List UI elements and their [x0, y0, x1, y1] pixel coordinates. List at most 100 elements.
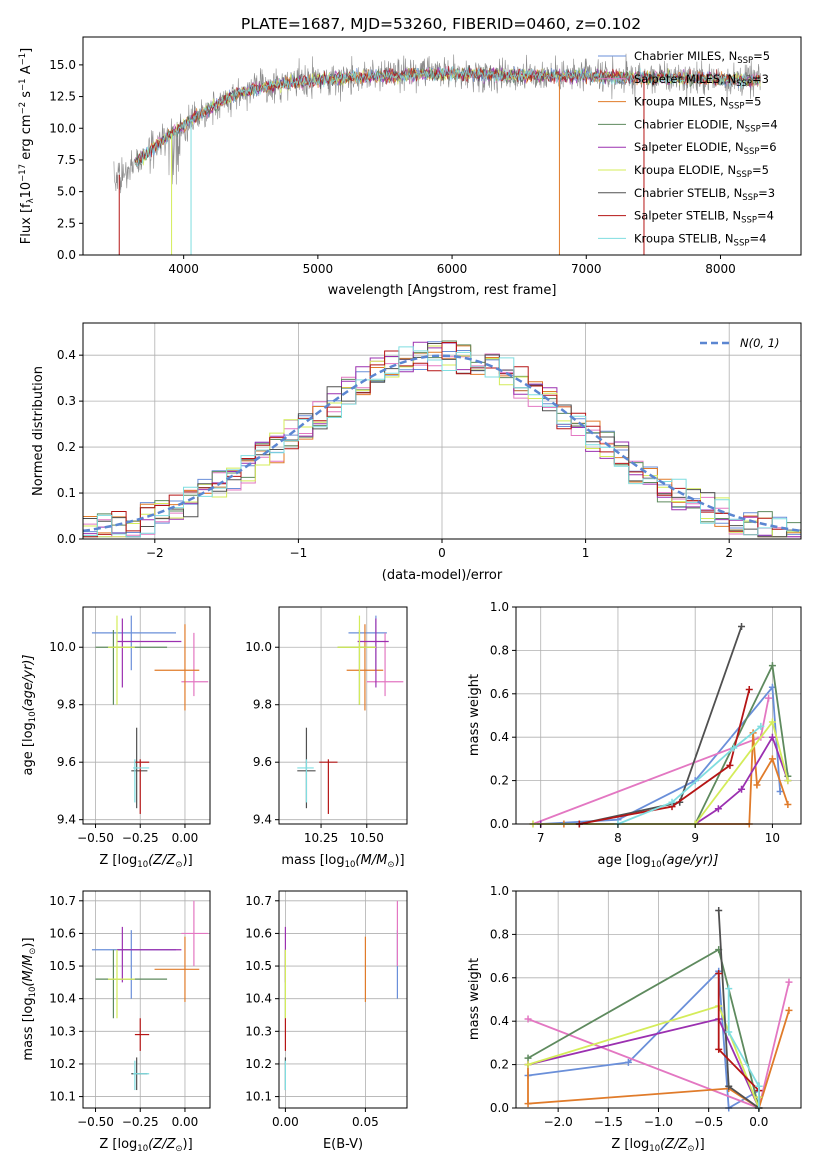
y-tick-label: 0.4	[490, 730, 509, 744]
legend-label-kroupa_miles: Kroupa MILES, NSSP=5	[634, 95, 761, 112]
y-tick-label: 0.4	[490, 1014, 509, 1028]
y-tick-label: 0.8	[490, 927, 509, 941]
x-tick-label: 0.00	[272, 1115, 299, 1129]
x-tick-label: −2	[146, 546, 164, 560]
x-tick-label: −0.25	[122, 831, 159, 845]
weight-vs-age-lines	[529, 623, 792, 828]
weight-vs-metallicity-panel: −2.0 −1.5 −1.0 −0.5 0.0 0.0 0.2 0.4 0.6 0.8 1.0 Z …	[467, 884, 802, 1154]
weight-marker-salpeter_miles	[524, 1015, 532, 1023]
weight-line-salpeter_miles	[532, 697, 770, 825]
y-tick-label: 1.0	[490, 600, 509, 614]
y-tick-label: 1.0	[490, 884, 509, 898]
weight-marker-chabrier_miles	[624, 1058, 632, 1066]
x-tick-label: −0.50	[77, 1115, 114, 1129]
x-tick-label: 10.25	[304, 831, 338, 845]
spectrum-frame	[82, 36, 802, 256]
y-tick-label: 0.2	[490, 1058, 509, 1072]
weight-marker-salpeter_stelib	[745, 685, 753, 693]
x-tick-label: 0	[438, 546, 446, 560]
weight-marker-salpeter_miles	[765, 694, 773, 702]
weight-vs-age-xlabel: age [log10(age/yr)]	[598, 853, 719, 870]
y-tick-label: 0.6	[490, 971, 509, 985]
y-tick-label: 10.3	[245, 1024, 272, 1038]
residual-histograms	[82, 340, 802, 538]
weight-vs-age-panel: 7 8 9 10 0.0 0.2 0.4 0.6 0.8 1.0 age [log10(age/y…	[467, 600, 802, 870]
mass-vs-metallicity-xlabel: Z [log10(Z/Z⊙)]	[99, 1137, 192, 1154]
x-tick-label: 7000	[571, 262, 602, 276]
y-tick-label: 10.3	[49, 1024, 76, 1038]
y-tick-label: 10.0	[245, 640, 272, 654]
legend-label-salpeter_stelib: Salpeter STELIB, NSSP=4	[634, 209, 774, 226]
y-tick-label: 12.5	[49, 90, 76, 104]
figure-title: PLATE=1687, MJD=53260, FIBERID=0460, z=0…	[241, 15, 641, 33]
age-vs-mass-xlabel: mass [log10(M/M⊙)]	[281, 853, 404, 870]
x-tick-label: 10.50	[350, 831, 384, 845]
y-tick-label: 10.7	[49, 894, 76, 908]
y-tick-label: 0.2	[57, 440, 76, 454]
weight-marker-kroupa_miles	[768, 755, 776, 763]
x-tick-label: 8	[614, 831, 622, 845]
x-tick-label: −1.5	[594, 1115, 623, 1129]
weight-marker-chabrier_stelib	[715, 907, 723, 915]
normal-curve	[82, 354, 802, 533]
y-tick-label: 0.8	[490, 643, 509, 657]
spectrum-ticks: 4000 5000 6000 7000 8000 0.0 2.5 5.0 7.5 10.0 12.5…	[49, 58, 735, 276]
y-tick-label: 10.7	[245, 894, 272, 908]
weight-marker-salpeter_stelib	[715, 969, 723, 977]
weight-vs-metallicity-ylabel: mass weight	[467, 958, 482, 1040]
age-vs-mass-panel: 10.25 10.50 9.4 9.6 9.8 10.0 mass [log10(M/M⊙…	[245, 606, 408, 870]
residual-ylabel: Normed distribution	[31, 366, 46, 496]
mass-vs-ebv-xlabel: E(B-V)	[323, 1137, 363, 1152]
residual-histogram-kroupa_stelib	[83, 346, 801, 538]
y-tick-label: 0.4	[57, 348, 76, 362]
x-tick-label: −0.50	[77, 831, 114, 845]
weight-line-kroupa_stelib	[617, 725, 762, 825]
weight-vs-age-ylabel: mass weight	[467, 674, 482, 756]
x-tick-label: −0.25	[122, 1115, 159, 1129]
weight-marker-kroupa_elodie	[784, 777, 792, 785]
y-tick-label: 0.2	[490, 774, 509, 788]
x-tick-label: 8000	[705, 262, 736, 276]
mass-vs-metallicity-frame	[82, 890, 211, 1109]
spectrum-xlabel: wavelength [Angstrom, rest frame]	[328, 283, 557, 298]
spectrum-legend: Chabrier MILES, NSSP=5 Salpeter MILES, NS…	[598, 49, 778, 248]
weight-vs-metallicity-xlabel: Z [log10(Z/Z⊙)]	[611, 1137, 704, 1154]
y-tick-label: 10.0	[49, 640, 76, 654]
legend-label-salpeter_elodie: Salpeter ELODIE, NSSP=6	[634, 140, 777, 157]
mass-vs-metallicity-ylabel: mass [log10(M/M⊙)]	[21, 937, 38, 1060]
x-tick-label: 6000	[437, 262, 468, 276]
weight-marker-salpeter_elodie	[738, 785, 746, 793]
x-tick-label: 0.00	[172, 1115, 199, 1129]
x-tick-label: −1.0	[644, 1115, 673, 1129]
weight-line-chabrier_stelib	[717, 910, 760, 1110]
age-vs-metallicity-xlabel: Z [log10(Z/Z⊙)]	[99, 853, 192, 870]
y-tick-label: 10.1	[49, 1090, 76, 1104]
y-tick-label: 9.8	[57, 698, 76, 712]
mass-vs-metallicity-panel: −0.50 −0.25 0.00 10.1 10.2 10.3 10.4 10.5 10.6 10…	[21, 890, 211, 1154]
x-tick-label: 4000	[168, 262, 199, 276]
y-tick-label: 0.6	[490, 687, 509, 701]
weight-marker-kroupa_miles	[753, 781, 761, 789]
x-tick-label: 2	[725, 546, 733, 560]
x-tick-label: 0.00	[172, 831, 199, 845]
weight-marker-chabrier_elodie	[768, 662, 776, 670]
weight-marker-salpeter_elodie	[714, 805, 722, 813]
x-tick-label: 7	[537, 831, 545, 845]
x-tick-label: 1	[582, 546, 590, 560]
weight-marker-kroupa_miles	[784, 800, 792, 808]
y-tick-label: 0.1	[57, 486, 76, 500]
y-tick-label: 10.0	[49, 121, 76, 135]
residual-histogram-salpeter_stelib	[83, 342, 801, 538]
weight-marker-kroupa_miles	[785, 1006, 793, 1014]
age-vs-metallicity-panel: −0.50 −0.25 0.00 9.4 9.6 9.8 10.0 Z [log10(Z/Z…	[21, 606, 211, 870]
y-tick-label: 9.6	[253, 755, 272, 769]
y-tick-label: 10.2	[49, 1057, 76, 1071]
weight-marker-kroupa_elodie	[524, 1061, 532, 1069]
y-tick-label: 5.0	[57, 185, 76, 199]
normal-legend-label: N(0, 1)	[740, 336, 780, 350]
y-tick-label: 9.4	[57, 813, 76, 827]
x-tick-label: 0.0	[749, 1115, 768, 1129]
weight-marker-chabrier_elodie	[524, 1054, 532, 1062]
model-spectrum-kroupa_stelib	[134, 66, 761, 167]
